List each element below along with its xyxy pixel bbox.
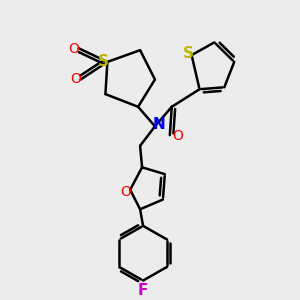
Text: O: O xyxy=(172,129,183,143)
Text: O: O xyxy=(68,42,79,56)
Text: S: S xyxy=(98,54,109,69)
Text: S: S xyxy=(183,46,194,61)
Text: N: N xyxy=(152,117,165,132)
Text: F: F xyxy=(138,283,148,298)
Text: O: O xyxy=(120,185,131,199)
Text: O: O xyxy=(70,73,81,86)
